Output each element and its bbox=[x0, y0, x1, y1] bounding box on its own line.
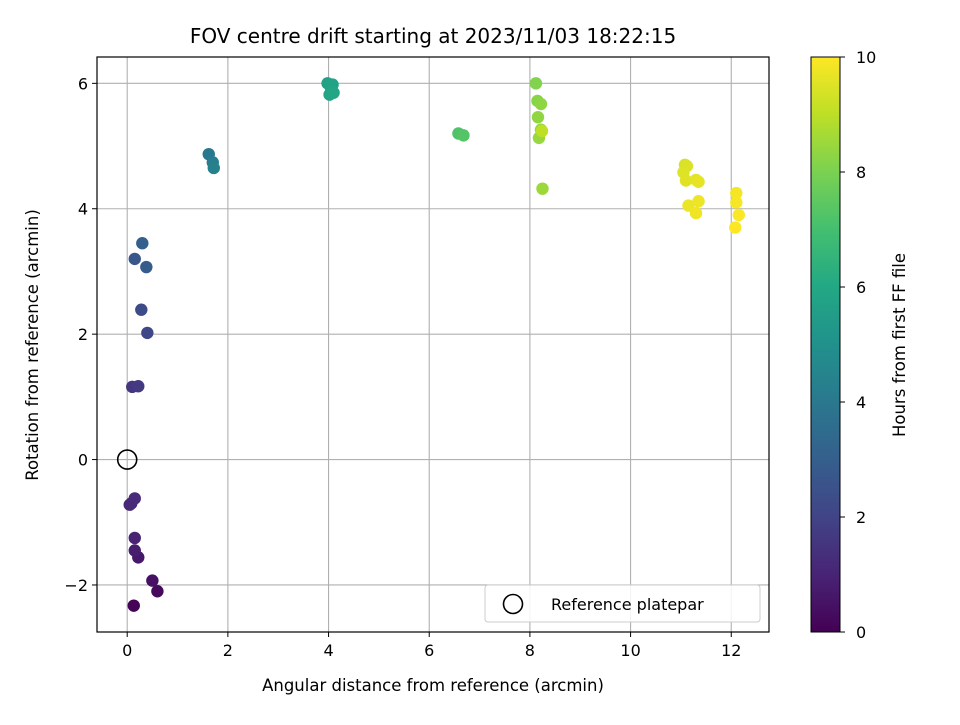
data-point-41 bbox=[692, 195, 705, 208]
data-point-23 bbox=[327, 86, 340, 99]
data-point-12 bbox=[135, 303, 148, 316]
legend-box bbox=[484, 584, 761, 623]
data-point-45 bbox=[732, 208, 745, 222]
plot-frame bbox=[96, 56, 770, 633]
legend: Reference platepar bbox=[484, 584, 761, 623]
data-point-4 bbox=[128, 544, 141, 557]
x-tick-label-2: 4 bbox=[323, 641, 333, 660]
colorbar-ticks: 0 2 4 6 8 10 bbox=[840, 48, 876, 642]
legend-label: Reference platepar bbox=[551, 595, 704, 614]
x-tick-label-5: 10 bbox=[620, 641, 640, 660]
data-point-1 bbox=[151, 585, 164, 598]
data-point-28 bbox=[534, 97, 548, 111]
data-point-37 bbox=[679, 174, 693, 187]
colorbar-tick-label-5: 10 bbox=[856, 48, 876, 67]
data-point-39 bbox=[692, 175, 705, 188]
data-point-44 bbox=[730, 196, 743, 209]
y-tick-label-2: 2 bbox=[78, 325, 88, 344]
colorbar bbox=[810, 56, 841, 633]
y-tick-label-3: 4 bbox=[78, 200, 88, 219]
x-tick-label-3: 6 bbox=[424, 641, 434, 660]
y-axis-ticks: −2 0 2 4 6 bbox=[64, 74, 97, 595]
data-point-18 bbox=[207, 161, 220, 175]
data-point-25 bbox=[457, 129, 470, 142]
grid-lines bbox=[97, 57, 769, 632]
data-point-11 bbox=[141, 326, 154, 340]
data-point-14 bbox=[140, 260, 153, 274]
data-point-43 bbox=[730, 186, 743, 200]
x-tick-label-0: 0 bbox=[122, 641, 132, 660]
data-point-2 bbox=[146, 574, 159, 587]
x-tick-label-6: 12 bbox=[721, 641, 741, 660]
colorbar-label: Hours from first FF file bbox=[890, 253, 909, 437]
x-tick-label-4: 8 bbox=[525, 641, 535, 660]
y-tick-label-0: −2 bbox=[64, 576, 88, 595]
data-point-5 bbox=[128, 531, 141, 545]
data-point-42 bbox=[689, 206, 703, 220]
y-axis-label: Rotation from reference (arcmin) bbox=[23, 209, 42, 481]
data-point-13 bbox=[128, 252, 141, 266]
colorbar-tick-label-1: 2 bbox=[856, 508, 866, 527]
reference-platepar-marker bbox=[116, 449, 138, 470]
data-point-32 bbox=[536, 182, 549, 195]
colorbar-tick-label-3: 6 bbox=[856, 278, 866, 297]
y-tick-label-4: 6 bbox=[78, 74, 88, 93]
data-point-0 bbox=[127, 599, 140, 612]
x-axis-label: Angular distance from reference (arcmin) bbox=[262, 676, 604, 695]
data-point-40 bbox=[682, 199, 695, 212]
data-point-33 bbox=[535, 124, 549, 138]
data-points bbox=[123, 77, 745, 612]
data-point-46 bbox=[729, 221, 742, 234]
colorbar-tick-label-4: 8 bbox=[856, 163, 866, 182]
data-point-8 bbox=[128, 492, 141, 505]
data-point-29 bbox=[531, 110, 545, 124]
data-point-10 bbox=[132, 379, 145, 393]
chart-title: FOV centre drift starting at 2023/11/03 … bbox=[190, 24, 676, 48]
data-point-26 bbox=[529, 77, 543, 90]
legend-marker-icon bbox=[502, 593, 524, 615]
y-tick-label-1: 0 bbox=[78, 451, 88, 470]
data-point-15 bbox=[136, 237, 149, 250]
x-axis-ticks: 0 2 4 6 8 10 12 bbox=[122, 632, 741, 660]
colorbar-tick-label-2: 4 bbox=[856, 393, 866, 412]
x-tick-label-1: 2 bbox=[223, 641, 233, 660]
colorbar-tick-label-0: 0 bbox=[856, 623, 866, 642]
